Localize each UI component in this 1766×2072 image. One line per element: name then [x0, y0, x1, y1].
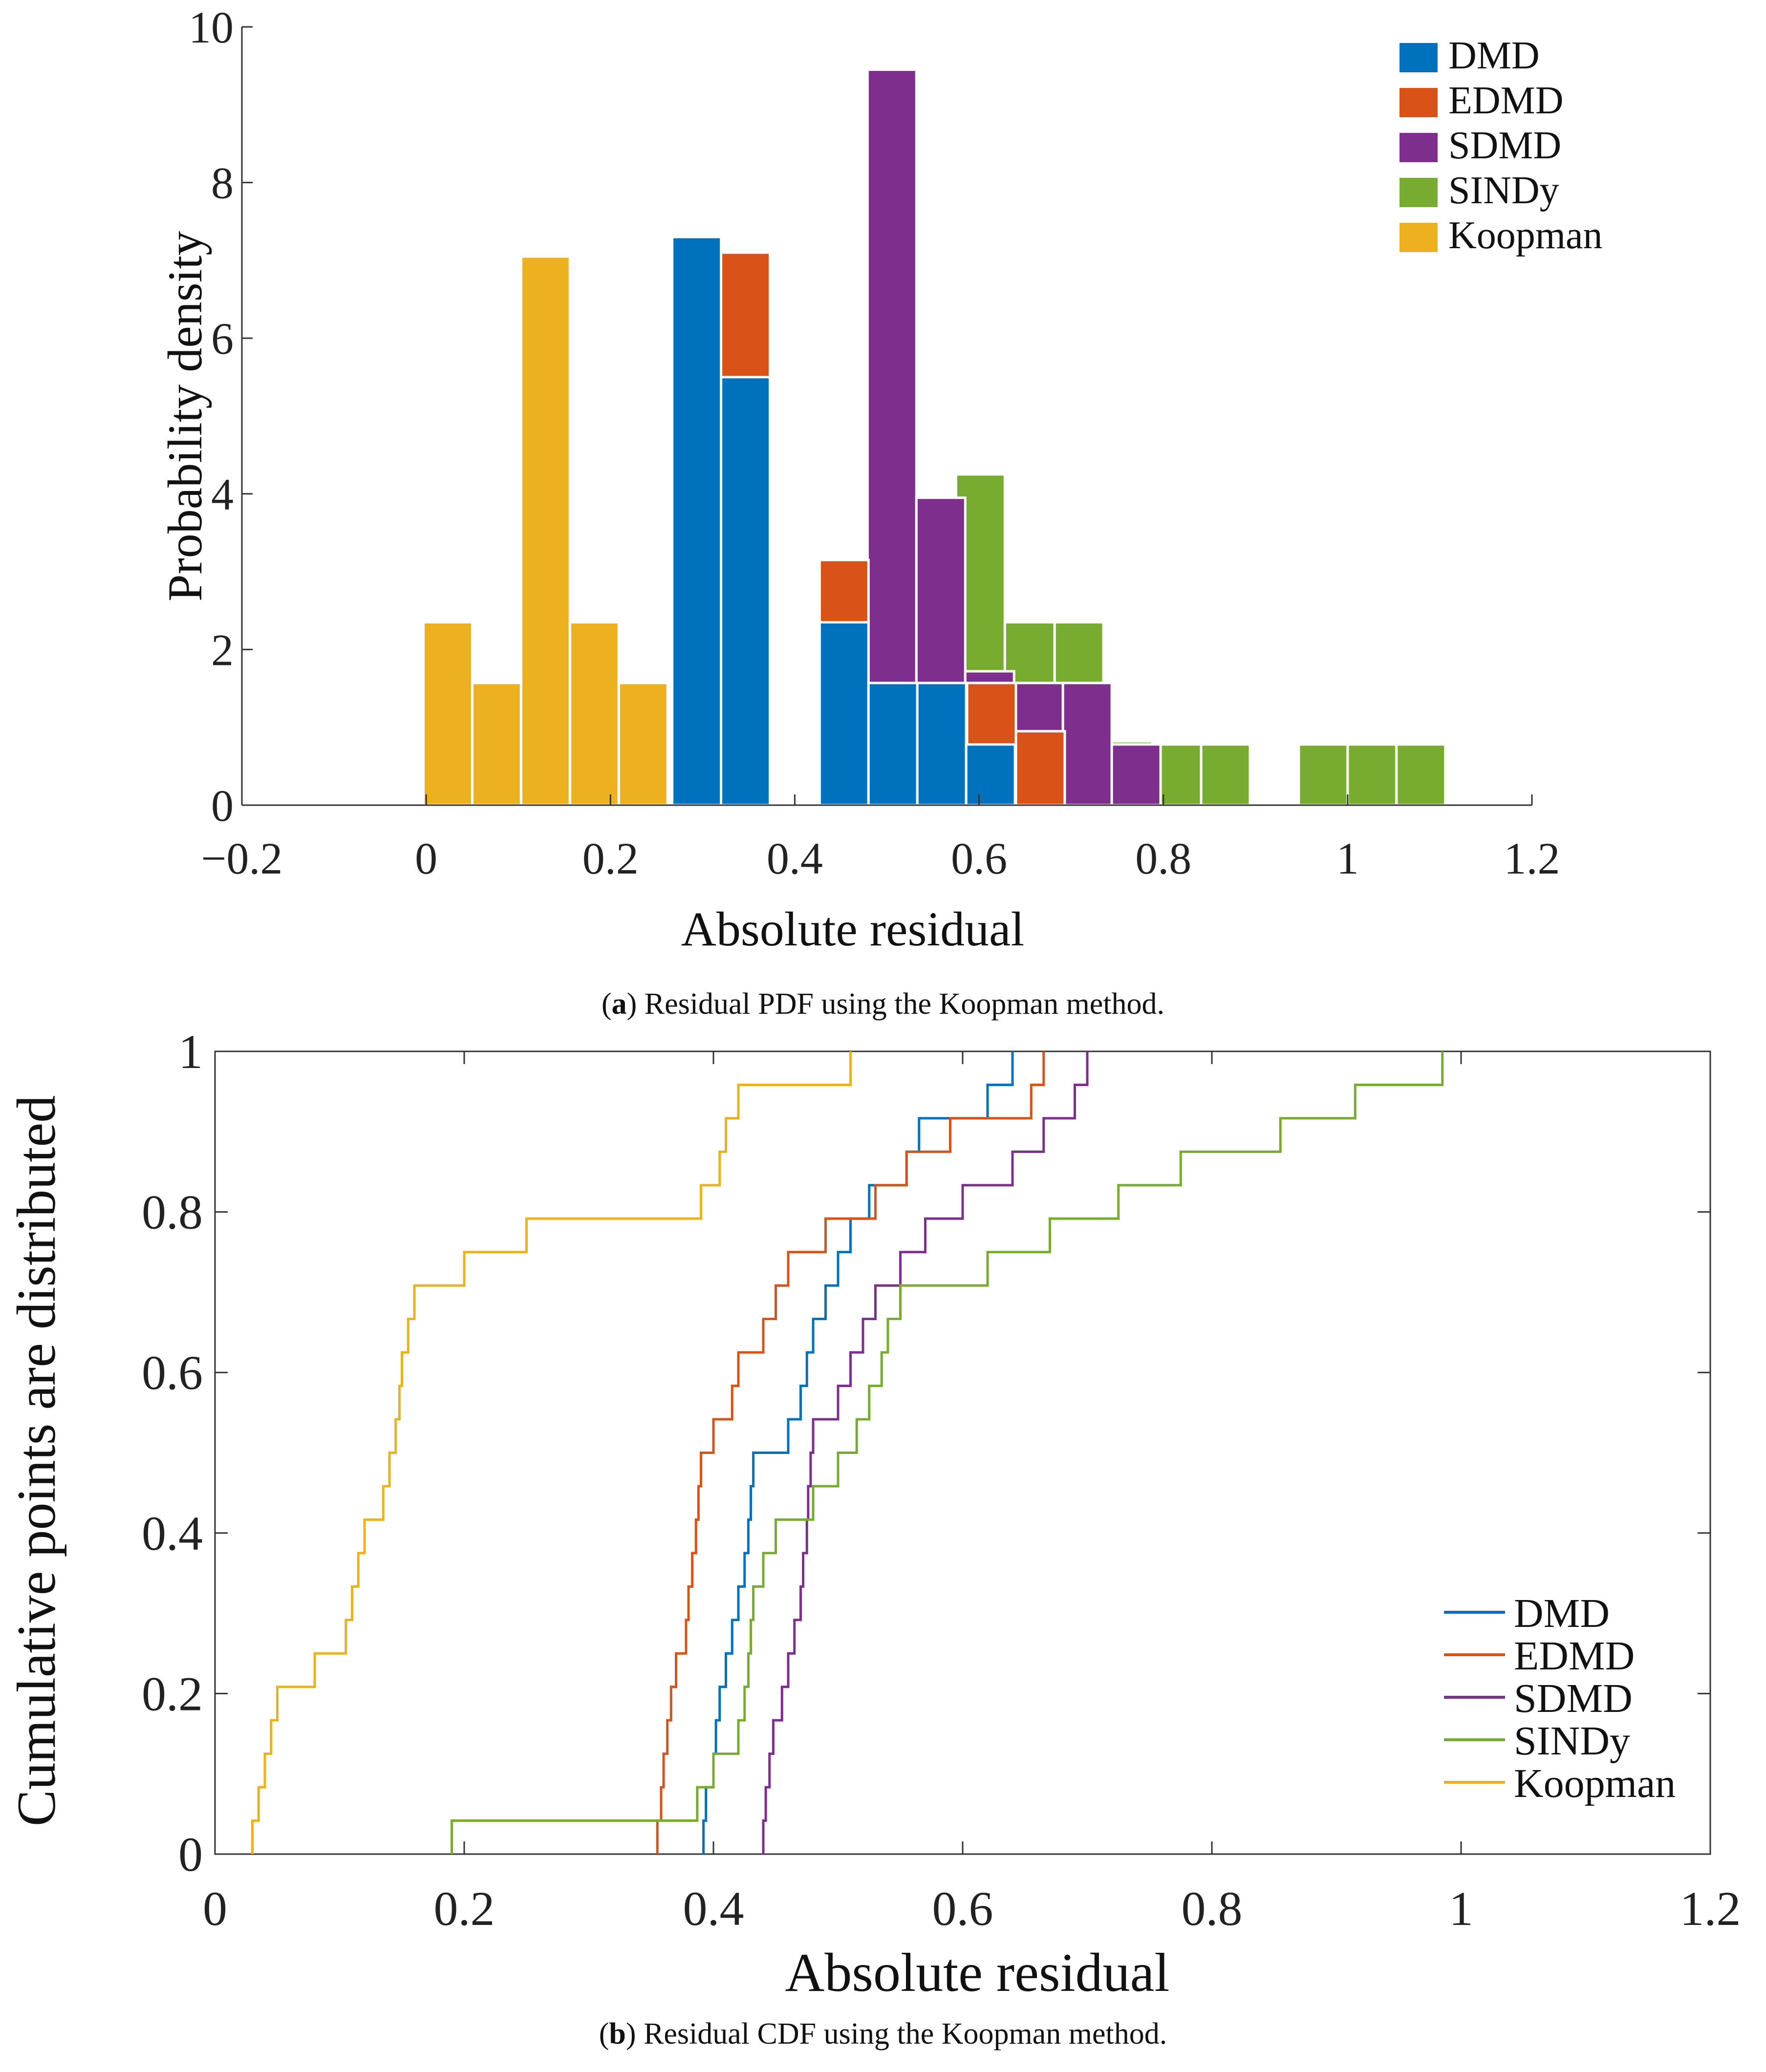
x-tick-label: 0	[203, 1881, 227, 1936]
legend-label-sindy: SINDy	[1514, 1718, 1630, 1764]
legend-label-koopman: Koopman	[1448, 214, 1603, 257]
cdf-chart: 0 0.2 0.4 0.6 0.8 1 1.2 0 0.2 0.4 0.6 0.8 1 Absolute …	[6, 1025, 1741, 2003]
bar-dmd	[867, 682, 919, 807]
y-tick-label: 0.6	[142, 1346, 203, 1400]
caption-a-letter: a	[611, 987, 627, 1021]
x-axis-title: Absolute residual	[785, 1943, 1170, 2003]
bar-sindy	[1200, 743, 1251, 807]
caption-b: (b) Residual CDF using the Koopman metho…	[599, 2017, 1167, 2051]
x-tick-label: 0.8	[1135, 833, 1191, 883]
x-tick-label: 1.2	[1504, 833, 1560, 883]
x-tick-label: 1	[1449, 1881, 1473, 1936]
bar-koopman	[471, 682, 522, 807]
plot-frame	[214, 1050, 1711, 1855]
bar-sdmd	[1110, 743, 1162, 807]
y-axis-title: Probability density	[158, 231, 212, 601]
y-tick-label: 8	[211, 158, 234, 208]
x-tick-label: 0.6	[932, 1881, 993, 1936]
legend-swatch-koopman	[1400, 223, 1438, 252]
legend-label-dmd: DMD	[1448, 34, 1540, 77]
y-tick-label: 6	[211, 314, 234, 363]
y-tick-label: 10	[189, 2, 234, 52]
y-tick-label: 4	[211, 470, 234, 519]
bar-dmd	[818, 621, 870, 807]
x-tick-label: −0.2	[201, 833, 283, 883]
bar-sindy	[1297, 743, 1349, 807]
caption-a-text: Residual PDF using the Koopman method.	[637, 987, 1165, 1021]
bar-sindy	[1395, 743, 1447, 807]
cdf-line-sindy	[451, 1051, 1444, 1854]
x-tick-label: 0.2	[582, 833, 639, 883]
caption-a: (a) Residual PDF using the Koopman metho…	[601, 987, 1165, 1021]
legend-label-edmd: EDMD	[1448, 79, 1564, 122]
y-tick-label: 1	[178, 1025, 203, 1079]
cdf-line-koopman	[251, 1051, 852, 1854]
x-tick-label: 0.2	[434, 1881, 495, 1936]
legend-label-dmd: DMD	[1514, 1591, 1610, 1636]
x-tick-label: 0.4	[767, 833, 823, 883]
bar-edmd	[1014, 730, 1066, 807]
y-tick-label: 0	[211, 781, 234, 831]
caption-b-letter: b	[609, 2017, 626, 2051]
bar-dmd	[720, 376, 772, 807]
legend-label-sindy: SINDy	[1448, 169, 1559, 212]
bar-dmd	[916, 682, 968, 807]
legend-swatch-sindy	[1400, 178, 1438, 207]
cdf-line-edmd	[656, 1051, 1045, 1854]
legend-swatch-dmd	[1400, 43, 1438, 72]
legend-label-koopman: Koopman	[1514, 1761, 1676, 1806]
x-tick-label: 1.2	[1680, 1881, 1741, 1936]
bar-koopman	[422, 621, 474, 807]
cdf-line-sdmd	[762, 1051, 1089, 1854]
bar-dmd	[965, 743, 1016, 807]
bar-dmd	[671, 235, 723, 807]
x-tick-label: 1	[1336, 833, 1359, 883]
x-tick-label: 0.6	[951, 833, 1007, 883]
pdf-bars	[422, 68, 1447, 807]
y-tick-label: 2	[211, 625, 234, 675]
legend-label-sdmd: SDMD	[1514, 1676, 1633, 1721]
legend-swatch-sdmd	[1400, 133, 1438, 162]
x-tick-label: 0.8	[1182, 1881, 1243, 1936]
caption-b-text: Residual CDF using the Koopman method.	[636, 2017, 1167, 2051]
y-tick-label: 0.2	[142, 1666, 203, 1721]
bar-sdmd	[1061, 682, 1113, 807]
bar-sindy	[1346, 743, 1398, 807]
legend-label-edmd: EDMD	[1514, 1633, 1635, 1679]
y-tick-label: 0.4	[142, 1506, 203, 1560]
y-tick-label: 0	[178, 1827, 203, 1881]
legend-swatch-edmd	[1400, 88, 1438, 117]
y-tick-label: 0.8	[142, 1185, 203, 1239]
x-axis-title: Absolute residual	[681, 902, 1025, 956]
bar-koopman	[568, 621, 620, 807]
x-tick-label: 0.4	[683, 1881, 744, 1936]
legend-label-sdmd: SDMD	[1448, 124, 1561, 167]
bar-koopman	[519, 255, 571, 807]
cdf-line-dmd	[702, 1051, 1014, 1854]
cdf-axes: 0 0.2 0.4 0.6 0.8 1 1.2 0 0.2 0.4 0.6 0.8 1 Absolute …	[6, 1025, 1741, 2003]
bar-koopman	[617, 682, 669, 807]
x-tick-label: 0	[415, 833, 437, 883]
y-axis-title: Cumulative points are distributed	[6, 1095, 67, 1826]
cdf-lines	[251, 1051, 1444, 1854]
